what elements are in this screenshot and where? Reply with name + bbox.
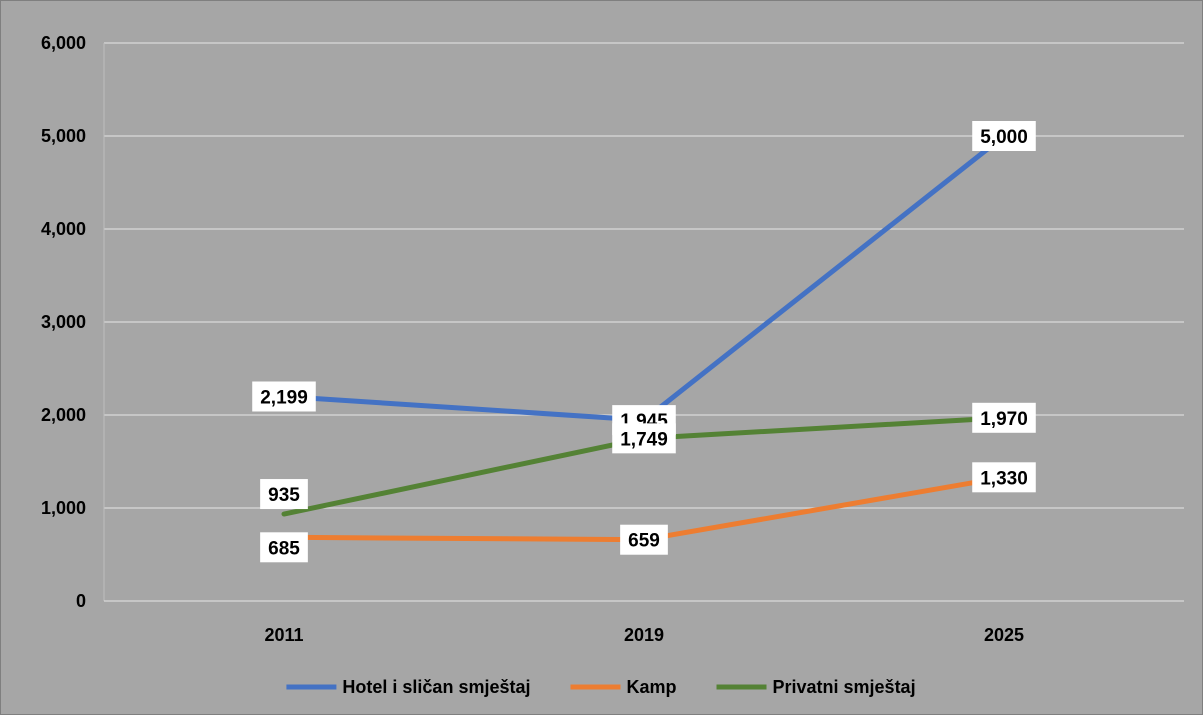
data-label-value: 1,749: [620, 429, 668, 450]
y-tick-label: 1,000: [41, 498, 86, 518]
data-label-value: 5,000: [980, 127, 1028, 148]
x-tick-label: 2019: [624, 625, 664, 645]
series-line: [281, 133, 1007, 423]
data-label: 5,000: [972, 121, 1036, 151]
y-tick-label: 3,000: [41, 312, 86, 332]
data-label-box: [260, 479, 308, 510]
data-label-value: 659: [628, 531, 660, 552]
data-label-box: [972, 121, 1036, 151]
legend-item: Kamp: [570, 677, 677, 697]
data-label-value: 685: [268, 538, 300, 559]
data-label: 935: [260, 479, 308, 510]
data-label: 1,749: [612, 423, 676, 454]
data-label-value: 1,970: [980, 409, 1028, 430]
gridlines: [104, 42, 1184, 509]
y-tick-label: 5,000: [41, 126, 86, 146]
y-tick-label: 6,000: [41, 33, 86, 53]
data-label-value: 935: [268, 485, 300, 506]
y-tick-label: 2,000: [41, 405, 86, 425]
data-label: 685: [260, 532, 308, 563]
data-label-value: 1,330: [980, 468, 1028, 489]
series-group: [281, 133, 1007, 543]
legend-label: Privatni smještaj: [773, 677, 916, 697]
data-label-box: [260, 532, 308, 563]
data-label: 659: [620, 524, 668, 555]
data-label-value: 2,199: [260, 387, 308, 408]
data-label-box: [972, 402, 1036, 433]
data-label: 1,330: [972, 462, 1036, 493]
legend-label: Hotel i sličan smještaj: [342, 677, 530, 697]
y-tick-label: 0: [76, 591, 86, 611]
legend-label: Kamp: [626, 677, 676, 697]
data-label-box: [972, 462, 1036, 493]
legend-item: Hotel i sličan smještaj: [286, 677, 530, 697]
x-tick-label: 2025: [984, 625, 1024, 645]
legend: Hotel i sličan smještaj Kamp Privatni smje…: [286, 677, 916, 697]
y-axis: 0 1,000 2,000 3,000 4,000 5,000 6,000: [41, 33, 86, 611]
data-label: 2,199: [252, 381, 316, 412]
y-tick-label: 4,000: [41, 219, 86, 239]
legend-item: Privatni smještaj: [716, 677, 916, 697]
data-label: 1,970: [972, 402, 1036, 433]
x-tick-label: 2011: [264, 625, 303, 645]
x-axis: 2011 2019 2025: [264, 625, 1024, 645]
data-label-box: [252, 381, 316, 412]
data-label-box: [620, 524, 668, 555]
data-label-box: [612, 423, 676, 454]
